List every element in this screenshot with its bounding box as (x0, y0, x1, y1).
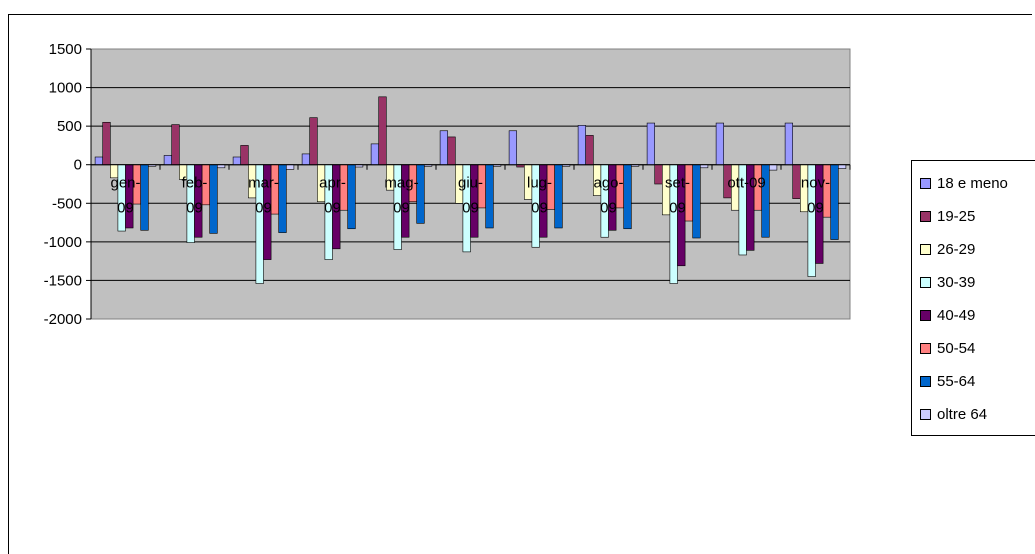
legend-item: 50-54 (920, 338, 975, 358)
bar (447, 136, 456, 166)
x-tick-label: 09 (255, 200, 272, 217)
bar (209, 164, 218, 234)
legend-item: oltre 64 (920, 404, 987, 424)
x-tick-label: feb- (182, 175, 208, 192)
x-tick-label: ott-09 (727, 175, 765, 192)
legend: 18 e meno 19-25 26-29 30-39 40-49 50-54 55-64 o… (911, 160, 1035, 436)
bar (285, 164, 295, 170)
y-tick-label: 500 (57, 118, 82, 135)
y-tick-label: 1500 (49, 41, 82, 58)
x-tick-label: 09 (393, 200, 410, 217)
x-tick-label: giu- (458, 175, 483, 192)
bar (585, 135, 594, 166)
legend-swatch (920, 276, 931, 288)
bar (163, 155, 173, 166)
bar (784, 122, 793, 166)
x-tick-label: 09 (669, 200, 686, 217)
x-tick-label: 09 (531, 200, 548, 217)
x-tick-label: 09 (600, 200, 617, 217)
bar (577, 125, 586, 166)
y-tick-label: -2000 (44, 311, 82, 328)
legend-label: 50-54 (937, 339, 976, 357)
x-tick-label: lug- (527, 175, 552, 192)
bar (140, 164, 149, 231)
bar (416, 164, 425, 224)
bar (240, 145, 249, 166)
legend-item: 26-29 (920, 239, 975, 259)
x-tick-label: set- (665, 175, 690, 192)
bar (378, 96, 387, 166)
legend-swatch (920, 177, 931, 189)
bar (347, 164, 356, 230)
bar (508, 130, 518, 166)
legend-swatch (920, 243, 931, 255)
x-tick-label: 09 (186, 200, 203, 217)
bar (94, 156, 103, 166)
legend-swatch (920, 342, 931, 354)
y-tick-label: 1000 (49, 80, 82, 97)
legend-label: 26-29 (937, 240, 976, 258)
bar (485, 164, 494, 229)
bar (692, 164, 701, 239)
legend-label: 18 e meno (937, 174, 1008, 192)
legend-item: 30-39 (920, 272, 975, 292)
bar (768, 164, 778, 171)
bar (439, 130, 449, 166)
bar (278, 164, 287, 233)
bar (102, 121, 111, 166)
bar (370, 143, 380, 166)
bar (171, 124, 180, 166)
bar (837, 164, 847, 169)
bar (623, 164, 632, 230)
bar (301, 153, 311, 166)
legend-label: 19-25 (937, 207, 976, 225)
legend-item: 18 e meno (920, 173, 1008, 193)
legend-item: 40-49 (920, 305, 975, 325)
x-tick-label: mag- (384, 175, 418, 192)
legend-swatch (920, 210, 931, 222)
legend-label: 30-39 (937, 273, 976, 291)
x-tick-label: 09 (807, 200, 824, 217)
bar (830, 164, 839, 240)
x-tick-label: ago- (593, 175, 623, 192)
legend-swatch (920, 309, 931, 321)
legend-label: 55-64 (937, 372, 976, 390)
legend-swatch (920, 408, 931, 420)
x-tick-label: 09 (117, 200, 134, 217)
bar (715, 122, 724, 166)
legend-item: 55-64 (920, 371, 975, 391)
legend-label: 40-49 (937, 306, 976, 324)
chart-frame (8, 14, 1032, 554)
bar (554, 164, 563, 229)
x-tick-label: 09 (462, 200, 479, 217)
x-tick-label: apr- (319, 175, 346, 192)
x-tick-label: gen- (110, 175, 140, 192)
bar (646, 122, 655, 166)
x-tick-label: mar- (248, 175, 279, 192)
y-tick-label: -1500 (44, 272, 82, 289)
x-tick-label: 09 (324, 200, 341, 217)
bar (684, 164, 693, 222)
bar (232, 156, 242, 166)
legend-label: oltre 64 (937, 405, 988, 423)
y-tick-label: -500 (52, 195, 82, 212)
y-tick-label: -1000 (44, 234, 82, 251)
bar (792, 164, 801, 199)
legend-swatch (920, 375, 931, 387)
x-tick-label: nov- (801, 175, 830, 192)
bar (654, 164, 663, 185)
y-tick-label: 0 (74, 157, 82, 174)
legend-item: 19-25 (920, 206, 975, 226)
bar (309, 117, 318, 166)
